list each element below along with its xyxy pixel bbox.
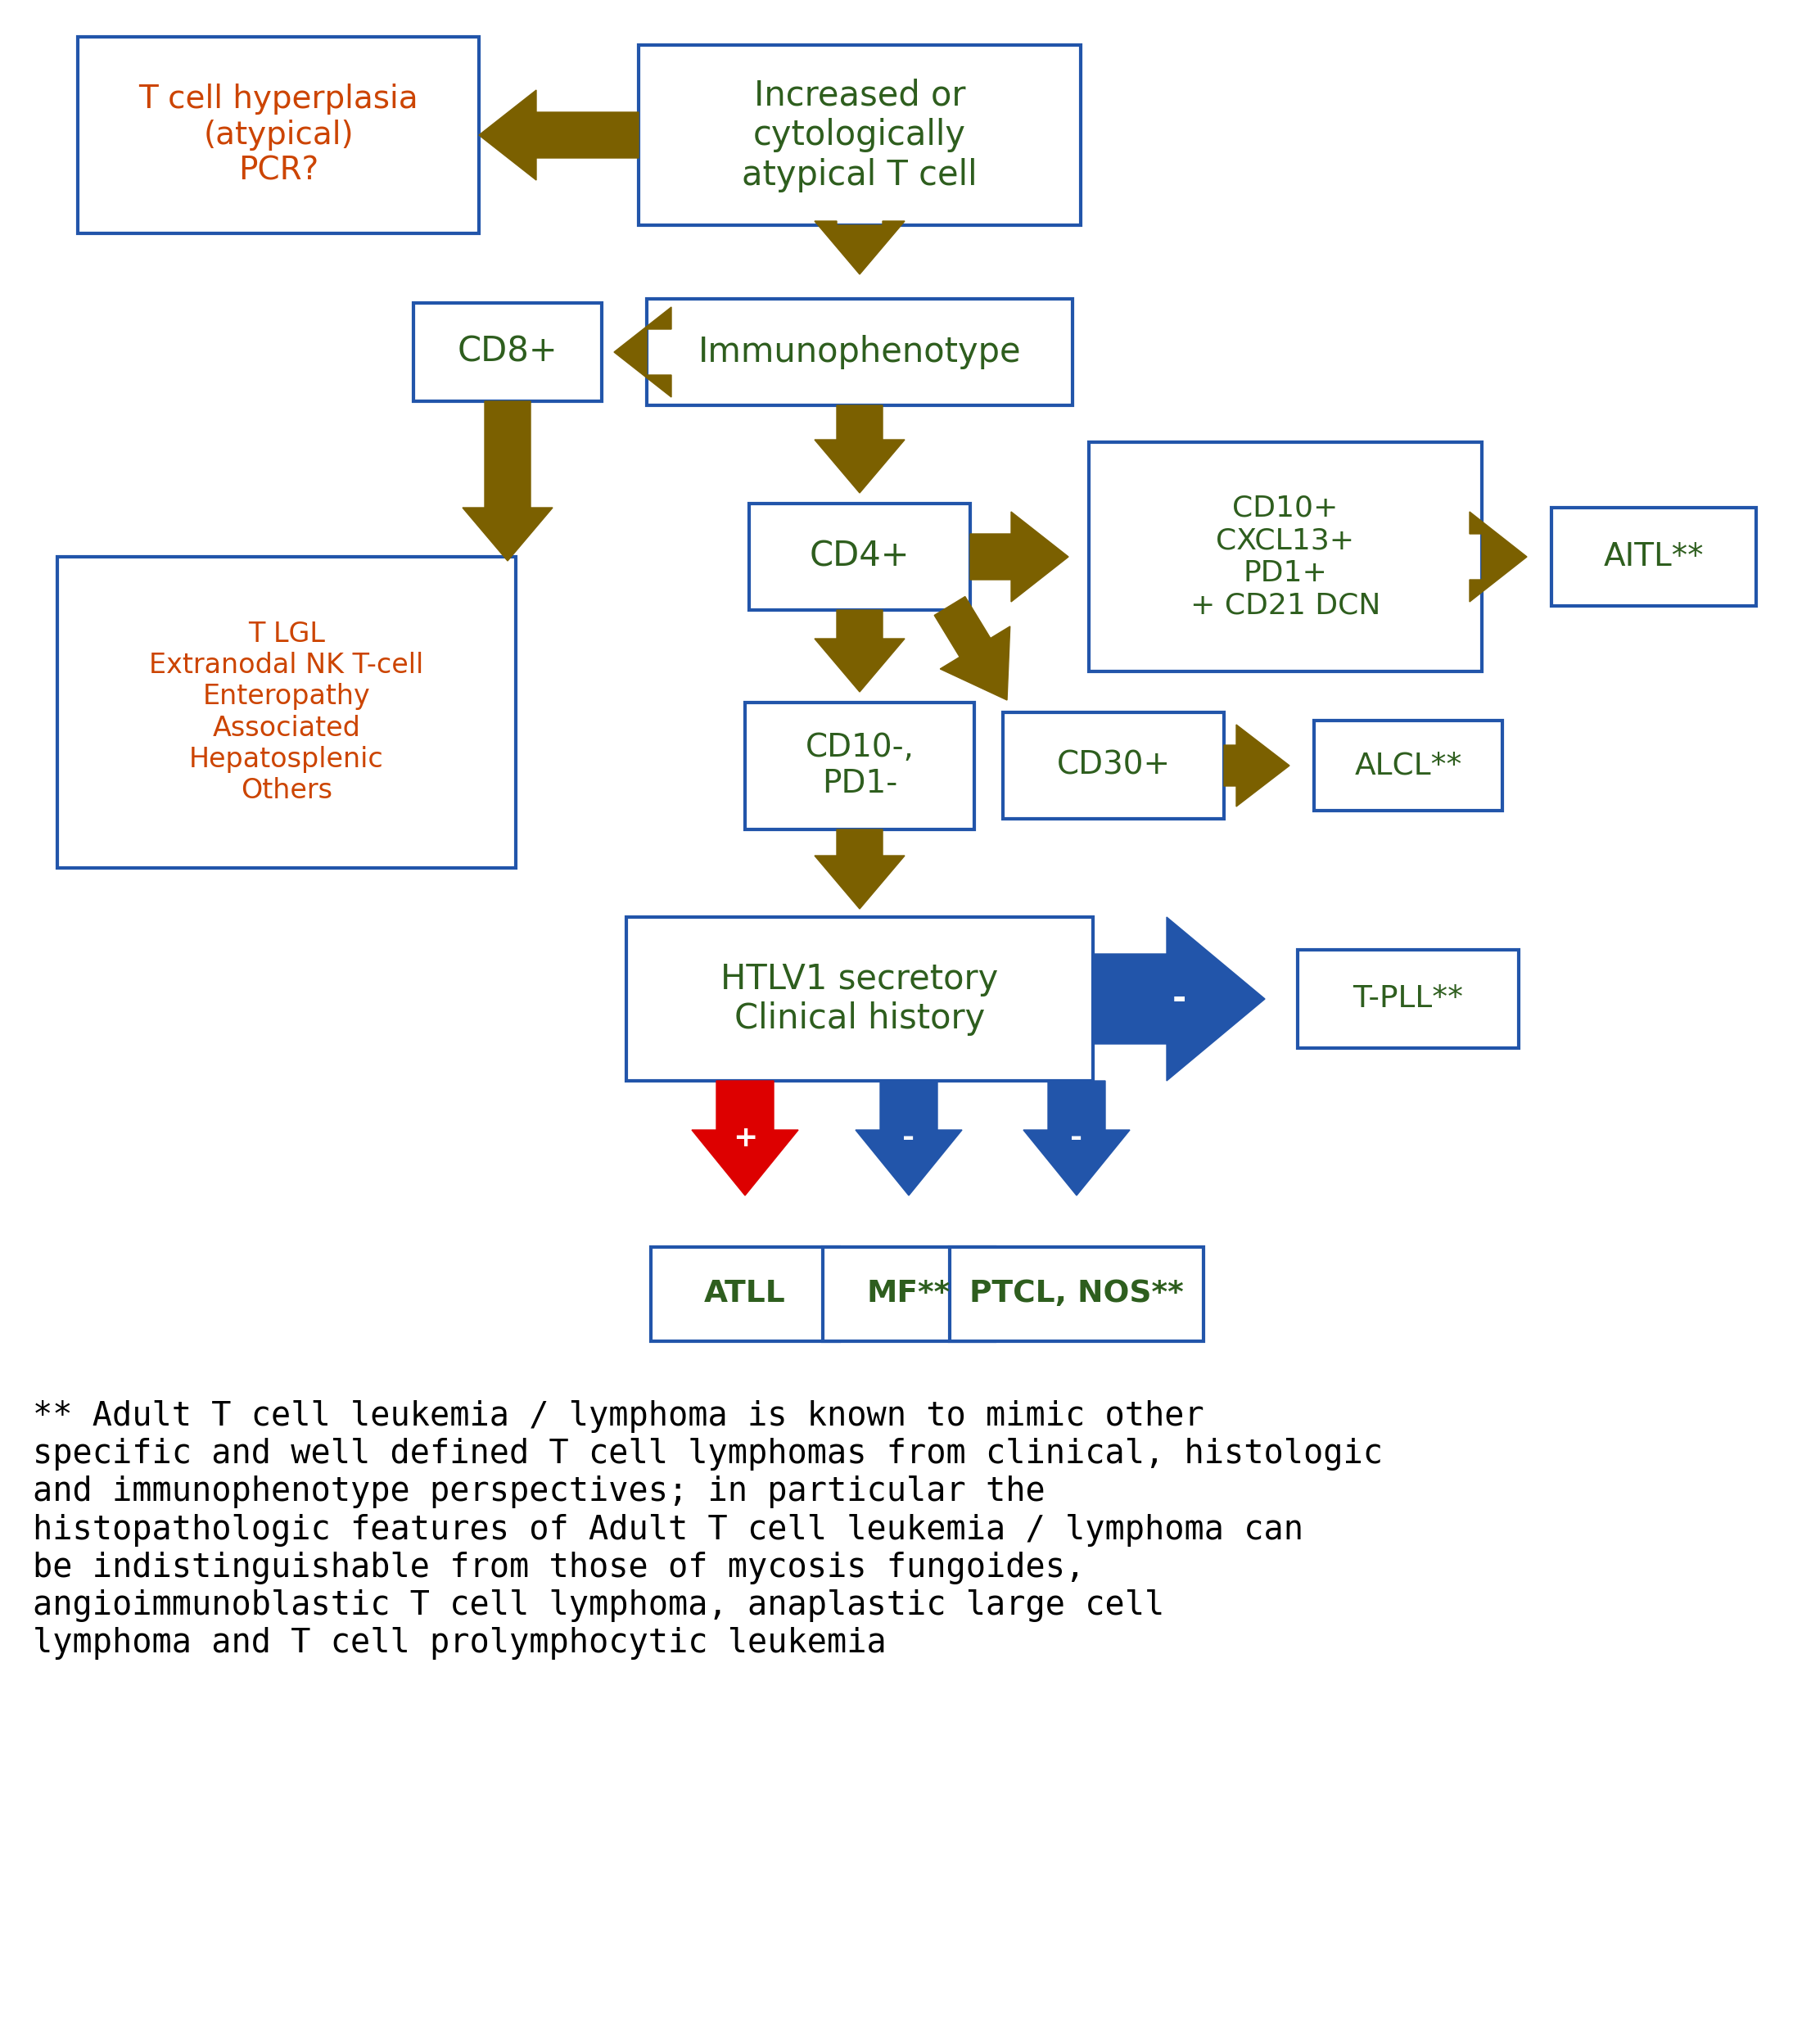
Polygon shape bbox=[1094, 917, 1265, 1081]
FancyBboxPatch shape bbox=[1088, 442, 1481, 672]
FancyBboxPatch shape bbox=[652, 1246, 839, 1341]
FancyBboxPatch shape bbox=[1551, 507, 1756, 607]
FancyBboxPatch shape bbox=[413, 302, 602, 402]
Text: +: + bbox=[733, 1124, 757, 1152]
Text: CD10-,
PD1-: CD10-, PD1- bbox=[804, 732, 914, 799]
Text: -: - bbox=[903, 1124, 915, 1152]
FancyBboxPatch shape bbox=[639, 45, 1081, 225]
FancyBboxPatch shape bbox=[78, 37, 479, 233]
Text: T cell hyperplasia
(atypical)
PCR?: T cell hyperplasia (atypical) PCR? bbox=[138, 83, 419, 187]
Text: T-PLL**: T-PLL** bbox=[1352, 984, 1463, 1014]
Polygon shape bbox=[1469, 511, 1527, 603]
Text: AITL**: AITL** bbox=[1603, 542, 1704, 572]
Text: -: - bbox=[1070, 1124, 1083, 1152]
Text: MF**: MF** bbox=[866, 1278, 950, 1309]
FancyBboxPatch shape bbox=[823, 1246, 996, 1341]
FancyBboxPatch shape bbox=[744, 702, 974, 830]
Text: HTLV1 secretory
Clinical history: HTLV1 secretory Clinical history bbox=[721, 962, 999, 1037]
Text: ATLL: ATLL bbox=[704, 1278, 786, 1309]
Polygon shape bbox=[613, 306, 672, 398]
Polygon shape bbox=[815, 221, 905, 274]
Text: T LGL
Extranodal NK T-cell
Enteropathy
Associated
Hepatosplenic
Others: T LGL Extranodal NK T-cell Enteropathy A… bbox=[149, 621, 424, 803]
FancyBboxPatch shape bbox=[56, 556, 515, 868]
Polygon shape bbox=[1225, 724, 1290, 806]
FancyBboxPatch shape bbox=[1298, 950, 1518, 1049]
FancyBboxPatch shape bbox=[626, 917, 1094, 1081]
Polygon shape bbox=[815, 830, 905, 909]
FancyBboxPatch shape bbox=[646, 298, 1072, 406]
Polygon shape bbox=[462, 402, 553, 560]
Polygon shape bbox=[815, 406, 905, 493]
FancyBboxPatch shape bbox=[1003, 712, 1225, 820]
Text: PTCL, NOS**: PTCL, NOS** bbox=[970, 1278, 1183, 1309]
Polygon shape bbox=[692, 1081, 799, 1195]
Text: ALCL**: ALCL** bbox=[1354, 751, 1461, 781]
Text: Increased or
cytologically
atypical T cell: Increased or cytologically atypical T ce… bbox=[743, 77, 977, 193]
Polygon shape bbox=[934, 597, 1010, 700]
Polygon shape bbox=[1023, 1081, 1130, 1195]
Polygon shape bbox=[479, 89, 639, 181]
Polygon shape bbox=[855, 1081, 963, 1195]
Polygon shape bbox=[970, 511, 1068, 603]
Text: CD4+: CD4+ bbox=[810, 540, 910, 574]
Text: -: - bbox=[1172, 982, 1187, 1017]
FancyBboxPatch shape bbox=[950, 1246, 1203, 1341]
Text: CD8+: CD8+ bbox=[457, 335, 557, 369]
Text: CD30+: CD30+ bbox=[1056, 751, 1170, 781]
Text: Immunophenotype: Immunophenotype bbox=[699, 335, 1021, 369]
Text: ** Adult T cell leukemia / lymphoma is known to mimic other
specific and well de: ** Adult T cell leukemia / lymphoma is k… bbox=[33, 1400, 1383, 1660]
FancyBboxPatch shape bbox=[1314, 720, 1501, 812]
FancyBboxPatch shape bbox=[750, 503, 970, 611]
Polygon shape bbox=[815, 611, 905, 692]
Text: CD10+
CXCL13+
PD1+
+ CD21 DCN: CD10+ CXCL13+ PD1+ + CD21 DCN bbox=[1190, 495, 1381, 619]
